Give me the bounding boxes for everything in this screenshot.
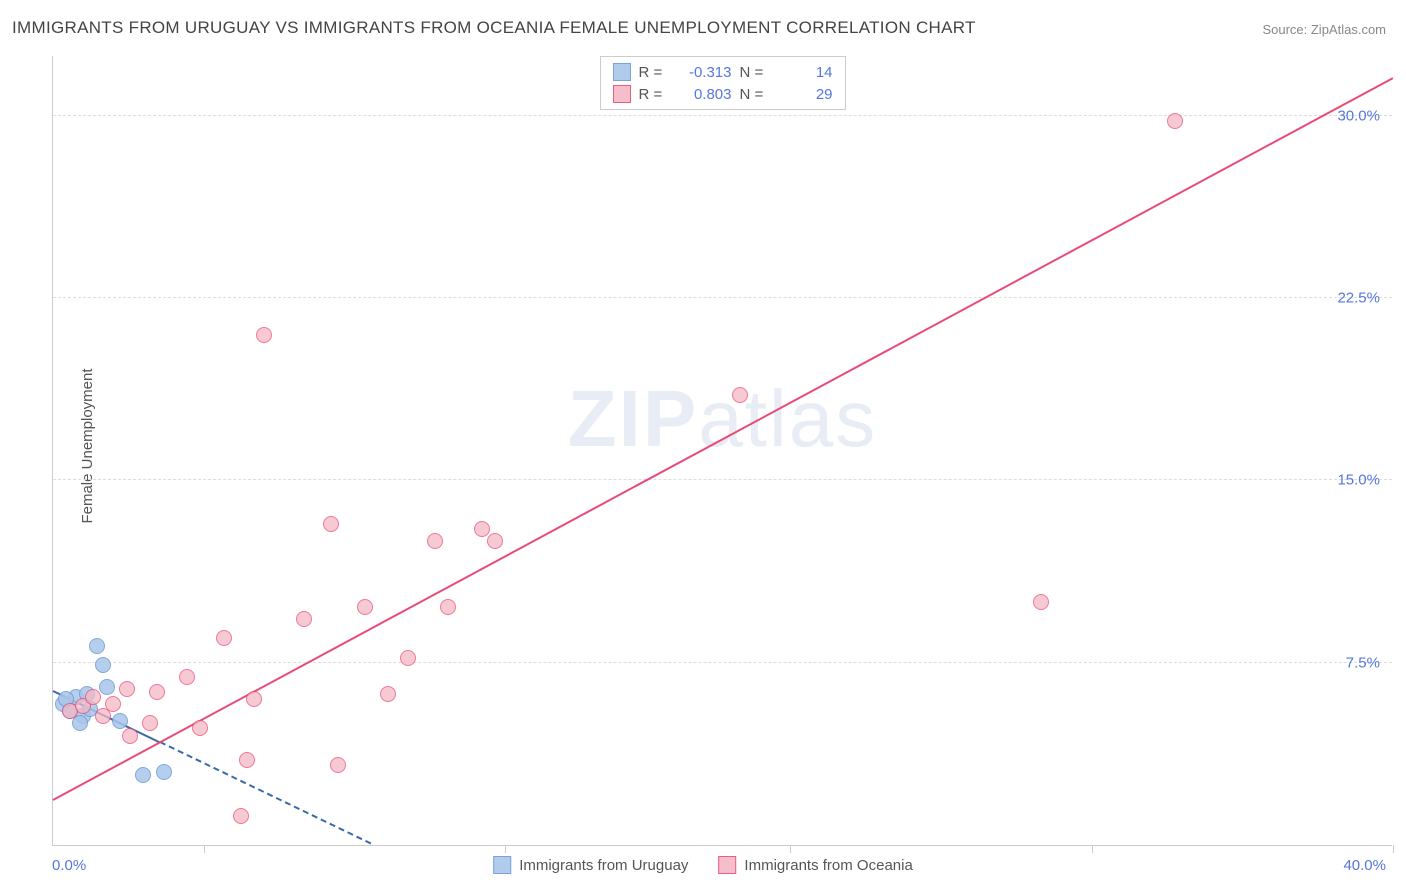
n-label: N = <box>740 64 770 81</box>
data-point <box>149 684 165 700</box>
legend-item-oceania: Immigrants from Oceania <box>718 856 912 874</box>
legend-label-oceania: Immigrants from Oceania <box>744 857 912 874</box>
swatch-uruguay <box>613 63 631 81</box>
data-point <box>135 767 151 783</box>
swatch-oceania-icon <box>718 856 736 874</box>
data-point <box>179 669 195 685</box>
r-label: R = <box>639 64 669 81</box>
chart-container: IMMIGRANTS FROM URUGUAY VS IMMIGRANTS FR… <box>0 0 1406 892</box>
data-point <box>487 533 503 549</box>
x-tick <box>204 845 205 853</box>
watermark-light: atlas <box>698 374 877 463</box>
plot-area: ZIPatlas R = -0.313 N = 14 R = 0.803 N =… <box>52 56 1392 846</box>
x-tick <box>1393 845 1394 853</box>
data-point <box>400 650 416 666</box>
y-tick-label: 7.5% <box>1346 654 1380 671</box>
data-point <box>427 533 443 549</box>
data-point <box>1033 594 1049 610</box>
data-point <box>112 713 128 729</box>
data-point <box>192 720 208 736</box>
data-point <box>142 715 158 731</box>
data-point <box>474 521 490 537</box>
data-point <box>440 599 456 615</box>
x-max-label: 40.0% <box>1343 857 1386 874</box>
data-point <box>239 752 255 768</box>
data-point <box>85 689 101 705</box>
data-point <box>99 679 115 695</box>
source-attribution: Source: ZipAtlas.com <box>1262 22 1386 37</box>
data-point <box>296 611 312 627</box>
r-value-oceania: 0.803 <box>677 86 732 103</box>
data-point <box>732 387 748 403</box>
n-value-oceania: 29 <box>778 86 833 103</box>
data-point <box>89 638 105 654</box>
data-point <box>256 327 272 343</box>
y-tick-label: 15.0% <box>1337 472 1380 489</box>
data-point <box>1167 113 1183 129</box>
legend-row-oceania: R = 0.803 N = 29 <box>613 83 833 105</box>
r-value-uruguay: -0.313 <box>677 64 732 81</box>
n-value-uruguay: 14 <box>778 64 833 81</box>
grid-line <box>53 479 1392 480</box>
data-point <box>105 696 121 712</box>
swatch-oceania <box>613 85 631 103</box>
swatch-uruguay-icon <box>493 856 511 874</box>
data-point <box>323 516 339 532</box>
legend-label-uruguay: Immigrants from Uruguay <box>519 857 688 874</box>
series-legend: Immigrants from Uruguay Immigrants from … <box>493 856 913 874</box>
y-tick-label: 30.0% <box>1337 107 1380 124</box>
watermark-bold: ZIP <box>568 374 698 463</box>
data-point <box>330 757 346 773</box>
x-tick <box>790 845 791 853</box>
data-point <box>119 681 135 697</box>
data-point <box>357 599 373 615</box>
data-point <box>380 686 396 702</box>
chart-title: IMMIGRANTS FROM URUGUAY VS IMMIGRANTS FR… <box>12 18 976 38</box>
correlation-legend: R = -0.313 N = 14 R = 0.803 N = 29 <box>600 56 846 110</box>
data-point <box>246 691 262 707</box>
grid-line <box>53 115 1392 116</box>
y-tick-label: 22.5% <box>1337 290 1380 307</box>
watermark: ZIPatlas <box>568 373 877 465</box>
legend-row-uruguay: R = -0.313 N = 14 <box>613 61 833 83</box>
x-tick <box>1092 845 1093 853</box>
data-point <box>95 657 111 673</box>
grid-line <box>53 297 1392 298</box>
n-label: N = <box>740 86 770 103</box>
data-point <box>122 728 138 744</box>
data-point <box>216 630 232 646</box>
x-origin-label: 0.0% <box>52 857 86 874</box>
data-point <box>233 808 249 824</box>
r-label: R = <box>639 86 669 103</box>
data-point <box>156 764 172 780</box>
x-tick <box>505 845 506 853</box>
grid-line <box>53 662 1392 663</box>
legend-item-uruguay: Immigrants from Uruguay <box>493 856 688 874</box>
